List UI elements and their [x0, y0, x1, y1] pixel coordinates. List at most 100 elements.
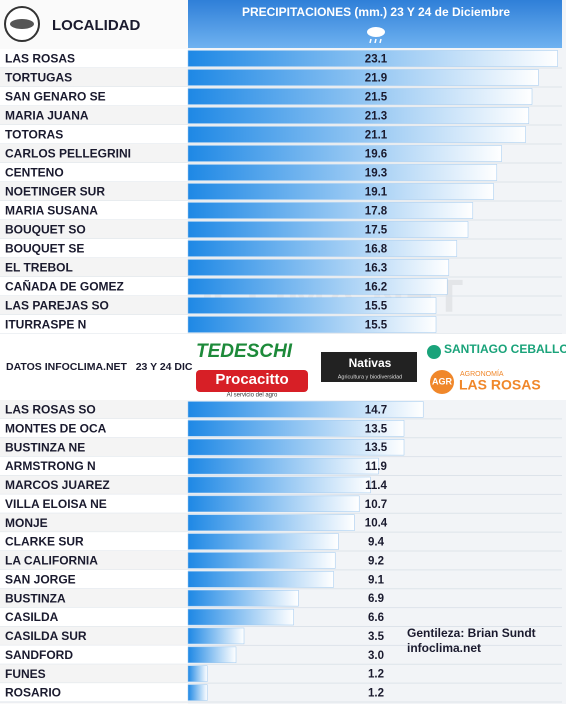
- bar: [187, 50, 558, 67]
- locality-label: VILLA ELOISA NE: [5, 497, 107, 511]
- bar: [187, 608, 294, 626]
- value-label: 21.9: [365, 73, 387, 85]
- value-label: 21.5: [365, 92, 388, 104]
- value-label: 9.1: [368, 574, 385, 586]
- locality-label: BOUQUET SO: [5, 223, 86, 237]
- value-label: 17.8: [365, 206, 388, 218]
- value-label: 21.1: [365, 130, 388, 142]
- row-stripe: [0, 106, 188, 125]
- locality-label: MONTES DE OCA: [5, 421, 107, 435]
- value-label: 13.5: [365, 442, 388, 454]
- row-stripe: [0, 532, 188, 551]
- value-label: 13.5: [365, 423, 388, 435]
- sponsor: Al servicio del agro: [227, 393, 278, 399]
- locality-label: MARIA JUANA: [5, 109, 89, 123]
- row-stripe: [0, 258, 188, 277]
- row-stripe: [0, 494, 188, 514]
- bar: [187, 88, 533, 105]
- bar: [187, 495, 360, 512]
- row-stripe: [0, 551, 188, 570]
- locality-label: FUNES: [5, 667, 46, 681]
- bar: [187, 278, 448, 295]
- value-label: 16.8: [365, 244, 388, 256]
- bar: [187, 646, 237, 663]
- bar: [187, 126, 526, 143]
- chart-title: PRECIPITACIONES (mm.) 23 Y 24 de Diciemb…: [242, 5, 510, 19]
- locality-label: NOETINGER SUR: [5, 185, 105, 199]
- locality-label: TOTORAS: [5, 128, 63, 142]
- row-stripe: [0, 626, 188, 646]
- bar: [187, 240, 458, 257]
- row-stripe: [0, 475, 188, 495]
- value-label: 11.9: [365, 461, 387, 473]
- locality-label: BUSTINZA: [5, 591, 66, 605]
- row-stripe: [0, 513, 188, 533]
- locality-label: SAN JORGE: [5, 572, 76, 586]
- value-label: 1.2: [368, 688, 384, 700]
- sponsor-icon: [427, 345, 441, 359]
- locality-label: LAS ROSAS: [5, 52, 75, 66]
- row-stripe: [0, 437, 188, 457]
- row-stripe: [0, 87, 188, 106]
- row-stripe: [0, 163, 188, 182]
- locality-header: LOCALIDAD: [52, 17, 140, 34]
- bar: [187, 297, 437, 314]
- locality-label: ARMSTRONG N: [5, 459, 96, 473]
- value-label: 10.7: [365, 499, 387, 511]
- sponsor: Procacitto: [215, 371, 288, 388]
- row-stripe: [0, 201, 188, 220]
- locality-label: CAÑADA DE GOMEZ: [5, 279, 124, 294]
- locality-label: CASILDA: [5, 610, 59, 624]
- locality-label: ROSARIO: [5, 686, 61, 700]
- bar: [187, 571, 334, 588]
- row-stripe: [0, 220, 188, 239]
- bar: [187, 514, 355, 531]
- locality-label: CASILDA SUR: [5, 629, 87, 643]
- value-label: 16.3: [365, 263, 387, 275]
- row-stripe: [0, 569, 188, 589]
- bar: [187, 439, 405, 456]
- locality-label: LA CALIFORNIA: [5, 554, 98, 568]
- rain-icon: [367, 27, 385, 44]
- sponsor: Agricultura y biodiversidad: [338, 374, 403, 380]
- value-label: 16.2: [365, 282, 387, 294]
- row-stripe: [0, 683, 188, 702]
- locality-label: EL TREBOL: [5, 261, 73, 275]
- bar: [187, 590, 299, 607]
- value-label: 14.7: [365, 404, 387, 416]
- locality-label: MARIA SUSANA: [5, 204, 98, 218]
- bar: [187, 552, 336, 569]
- sponsor: LAS ROSAS: [459, 377, 541, 393]
- value-label: 9.2: [368, 555, 384, 567]
- credit: infoclima.net: [407, 641, 481, 655]
- sponsor-box: [196, 370, 308, 392]
- bar: [187, 145, 502, 162]
- sponsor: AGRONOMÍA: [460, 369, 504, 378]
- locality-label: SANDFORD: [5, 648, 73, 662]
- row-stripe: [0, 277, 188, 296]
- locality-label: TORTUGAS: [5, 71, 72, 85]
- locality-label: BOUQUET SE: [5, 242, 84, 256]
- locality-label: LAS PAREJAS SO: [5, 299, 109, 313]
- source-label: DATOS INFOCLIMA.NET 23 Y 24 DIC: [6, 361, 193, 373]
- bar: [187, 183, 494, 200]
- row-stripe: [0, 418, 188, 438]
- bar: [187, 457, 379, 475]
- row-stripe: [0, 182, 188, 201]
- sponsor: SANTIAGO CEBALLOS: [444, 342, 566, 356]
- bar: [187, 684, 208, 701]
- value-label: 6.6: [368, 612, 384, 624]
- bar: [187, 107, 530, 124]
- value-label: 3.0: [368, 650, 384, 662]
- bar: [187, 316, 437, 333]
- bar: [187, 164, 498, 181]
- bar: [187, 221, 469, 238]
- row-stripe: [0, 456, 188, 476]
- locality-label: MONJE: [5, 516, 48, 530]
- row-stripe: [0, 400, 188, 419]
- row-stripe: [0, 239, 188, 258]
- value-label: 9.4: [368, 537, 385, 549]
- value-label: 6.9: [368, 593, 384, 605]
- value-label: 15.5: [365, 320, 388, 332]
